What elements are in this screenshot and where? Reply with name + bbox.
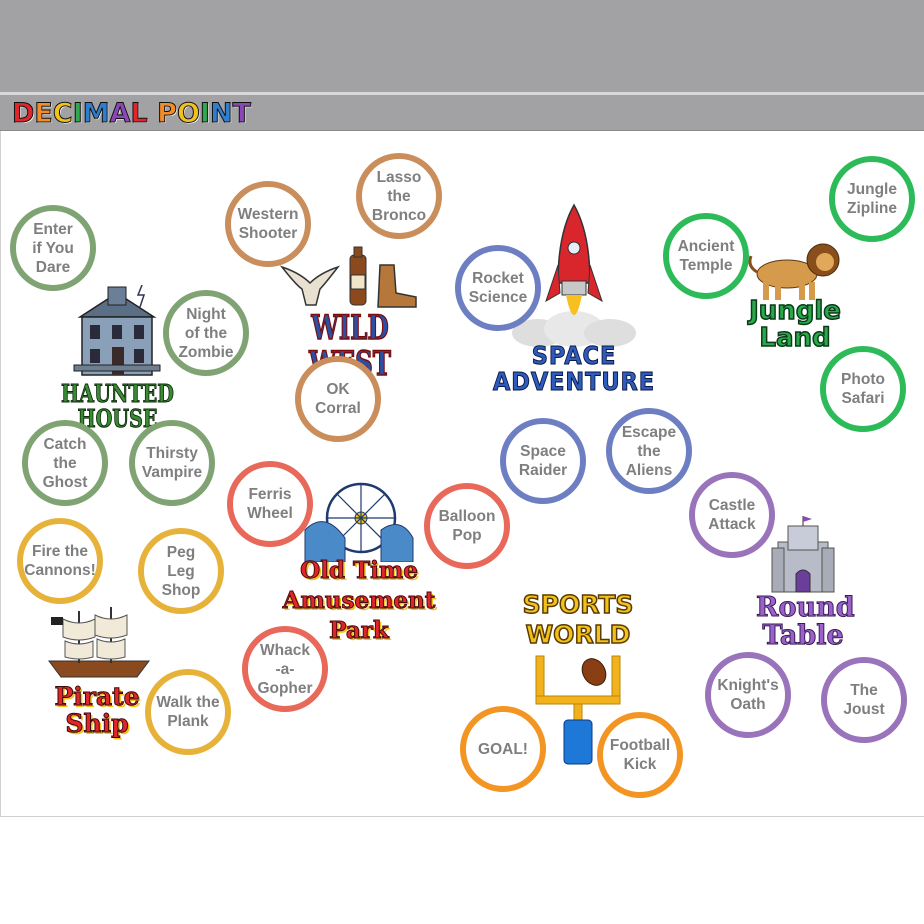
top-divider	[0, 92, 924, 95]
game-goal[interactable]: GOAL!	[460, 706, 546, 792]
sports-world-land[interactable]: SPORTS WORLD	[508, 589, 648, 770]
game-photo-safari[interactable]: Photo Safari	[820, 346, 906, 432]
game-balloon-pop[interactable]: Balloon Pop	[424, 483, 510, 569]
logo-letter: P	[157, 98, 178, 130]
game-escape-the-aliens[interactable]: Escape the Aliens	[606, 408, 692, 494]
space-adventure-land[interactable]: SPACE ADVENTURE	[478, 203, 670, 398]
game-space-raider[interactable]: Space Raider	[500, 418, 586, 504]
logo-letter: C	[52, 98, 73, 130]
haunted-house-icon	[73, 284, 161, 376]
logo-letter: D	[11, 98, 35, 130]
round-table-title: Round Table	[756, 592, 856, 651]
round-table-land[interactable]: Round Table	[756, 516, 855, 656]
pirate-ship-title: Pirate Ship	[54, 682, 140, 738]
game-catch-the-ghost[interactable]: Catch the Ghost	[22, 420, 108, 506]
game-western-shooter[interactable]: Western Shooter	[225, 181, 311, 267]
logo-letter: I	[72, 98, 83, 130]
game-the-joust[interactable]: The Joust	[821, 657, 907, 743]
game-castle-attack[interactable]: Castle Attack	[689, 472, 775, 558]
logo-letter: N	[209, 98, 233, 130]
jungle-land[interactable]: Jungle Land	[745, 238, 845, 360]
logo-letter	[148, 98, 157, 129]
game-thirsty-vampire[interactable]: Thirsty Vampire	[129, 420, 215, 506]
logo-letter: M	[82, 98, 110, 130]
header-bar	[0, 95, 924, 131]
game-whack-a-gopher[interactable]: Whack -a- Gopher	[242, 626, 328, 712]
goal-post-icon	[535, 655, 621, 765]
game-enter-if-you-dare[interactable]: Enter if You Dare	[10, 205, 96, 291]
wild-west-land[interactable]: WILD WEST	[279, 245, 420, 382]
game-football-kick[interactable]: Football Kick	[597, 712, 683, 798]
wild-west-icon	[279, 246, 417, 308]
logo-letter: L	[130, 98, 148, 130]
logo-letter: O	[176, 98, 200, 130]
space-adventure-title: SPACE ADVENTURE	[492, 341, 656, 397]
decimal-point-logo: DECIMAL POINT	[11, 98, 251, 130]
amusement-park-title: Old Time Amusement Park	[282, 557, 436, 645]
logo-letter: T	[232, 98, 251, 130]
jungle-land-title: Jungle Land	[748, 296, 841, 354]
pirate-ship-icon	[48, 607, 150, 678]
castle-icon	[771, 516, 835, 593]
logo-letter: A	[109, 98, 131, 130]
game-ancient-temple[interactable]: Ancient Temple	[663, 213, 749, 299]
game-fire-the-cannons[interactable]: Fire the Cannons!	[17, 518, 103, 604]
logo-letter: E	[34, 98, 53, 130]
game-night-of-the-zombie[interactable]: Night of the Zombie	[163, 290, 249, 376]
haunted-house-land[interactable]: HAUNTED HOUSE	[30, 284, 205, 432]
game-knights-oath[interactable]: Knight's Oath	[705, 652, 791, 738]
pirate-ship-land[interactable]: Pirate Ship	[45, 605, 155, 740]
top-gray-bar	[0, 0, 924, 92]
game-lasso-the-bronco[interactable]: Lasso the Bronco	[356, 153, 442, 239]
game-jungle-zipline[interactable]: Jungle Zipline	[829, 156, 915, 242]
game-walk-the-plank[interactable]: Walk the Plank	[145, 669, 231, 755]
amusement-park-land[interactable]: Old Time Amusement Park	[282, 480, 436, 646]
lion-icon	[748, 243, 840, 300]
game-peg-leg-shop[interactable]: Peg Leg Shop	[138, 528, 224, 614]
game-ok-corral[interactable]: OK Corral	[295, 356, 381, 442]
game-rocket-science[interactable]: Rocket Science	[455, 245, 541, 331]
logo-letter: I	[199, 98, 210, 130]
game-ferris-wheel[interactable]: Ferris Wheel	[227, 461, 313, 547]
sports-world-title: SPORTS WORLD	[522, 589, 634, 650]
rocket-icon	[512, 203, 636, 347]
ferris-wheel-icon	[304, 482, 414, 563]
